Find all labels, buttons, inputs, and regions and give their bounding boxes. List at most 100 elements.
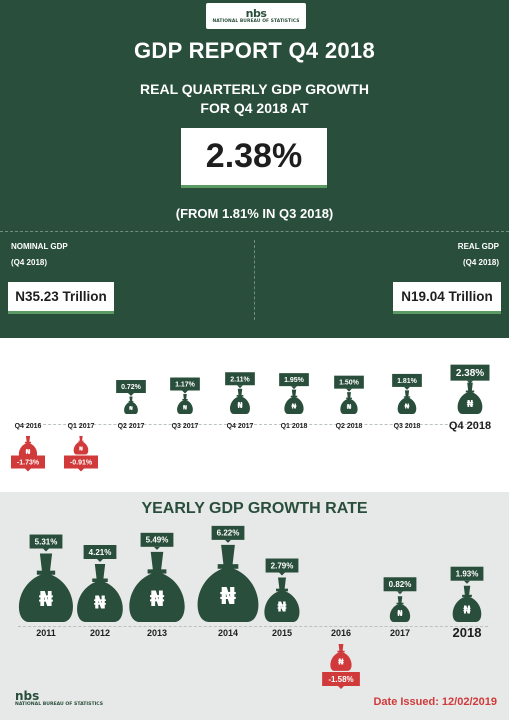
quarter-bag-5-naira-sign: ₦ bbox=[291, 401, 296, 410]
year-value-4-pointer bbox=[279, 572, 285, 576]
yearly-axis-line bbox=[18, 626, 488, 627]
quarter-value-6-bg bbox=[334, 375, 364, 389]
year-bag-5: ₦ bbox=[330, 644, 352, 671]
year-value-0-pointer bbox=[43, 548, 49, 552]
quarter-value-1-bg bbox=[63, 455, 99, 469]
quarter-value-7: 1.81% bbox=[397, 378, 418, 385]
year-value-7-bg bbox=[450, 566, 484, 581]
date-issued: Date Issued: 12/02/2019 bbox=[373, 696, 497, 708]
quarter-value-7-bg bbox=[392, 373, 422, 387]
footer-logo-mark: nbs bbox=[15, 689, 40, 703]
year-category-4: 2015 bbox=[272, 628, 292, 638]
nominal-gdp-value: N35.23 Trillion bbox=[8, 282, 114, 314]
year-bag-3-naira-sign: ₦ bbox=[220, 582, 236, 610]
year-bag-6-naira-sign: ₦ bbox=[397, 609, 403, 618]
quarter-value-0-bg bbox=[10, 455, 46, 469]
year-bag-1: ₦ bbox=[77, 564, 123, 622]
quarter-category-6: Q2 2018 bbox=[336, 423, 363, 430]
quarter-bag-6: ₦ bbox=[340, 392, 358, 414]
year-bag-2: ₦ bbox=[129, 551, 185, 622]
year-bag-1-naira-sign: ₦ bbox=[94, 594, 106, 614]
year-value-5: -1.58% bbox=[328, 675, 353, 684]
logo-mark: nbs bbox=[245, 6, 267, 20]
quarterly-axis-line bbox=[18, 424, 488, 425]
quarter-value-8-pointer bbox=[467, 380, 473, 384]
quarter-value-3-pointer bbox=[182, 390, 188, 394]
quarter-value-2-bg bbox=[116, 380, 146, 394]
quarter-value-3: 1.17% bbox=[175, 382, 196, 389]
year-value-3-pointer bbox=[225, 539, 231, 543]
quarter-category-2: Q2 2017 bbox=[118, 423, 145, 430]
quarter-category-5: Q1 2018 bbox=[281, 423, 308, 430]
quarter-bag-2: ₦ bbox=[124, 396, 138, 414]
quarter-bag-4-naira-sign: ₦ bbox=[237, 401, 243, 410]
quarter-value-4: 2.11% bbox=[230, 376, 250, 383]
year-value-6-pointer bbox=[397, 591, 403, 595]
quarter-value-0: -1.73% bbox=[17, 460, 40, 467]
year-value-6: 0.82% bbox=[389, 580, 412, 589]
year-value-3: 6.22% bbox=[217, 529, 240, 538]
year-category-1: 2012 bbox=[90, 628, 110, 638]
year-value-2: 5.49% bbox=[146, 536, 169, 545]
quarter-value-4-bg bbox=[225, 372, 255, 386]
quarter-value-3-bg bbox=[170, 377, 200, 391]
quarter-bag-6-naira-sign: ₦ bbox=[347, 403, 352, 411]
year-value-4-bg bbox=[265, 558, 299, 573]
year-category-3: 2014 bbox=[218, 628, 238, 638]
nominal-gdp-period: (Q4 2018) bbox=[11, 258, 48, 267]
year-bag-7: ₦ bbox=[452, 585, 482, 622]
year-bag-0: ₦ bbox=[18, 553, 74, 622]
year-value-5-pointer bbox=[338, 686, 344, 689]
quarter-bag-4: ₦ bbox=[230, 388, 250, 414]
previous-quarter-note: (FROM 1.81% IN Q3 2018) bbox=[175, 206, 334, 221]
page-title: GDP REPORT Q4 2018 bbox=[134, 38, 375, 63]
quarter-value-5-pointer bbox=[291, 386, 297, 390]
year-value-1-pointer bbox=[97, 559, 103, 563]
quarter-bag-8: ₦ bbox=[457, 382, 483, 414]
year-value-3-bg bbox=[211, 525, 245, 540]
headline-value: 2.38% bbox=[181, 128, 327, 188]
real-gdp-label: REAL GDP bbox=[457, 242, 499, 251]
year-value-6-bg bbox=[383, 577, 417, 592]
quarter-value-1-pointer bbox=[78, 468, 84, 472]
quarter-bag-5: ₦ bbox=[284, 389, 304, 414]
year-bag-6: ₦ bbox=[389, 596, 411, 622]
quarter-value-5: 1.95% bbox=[284, 377, 305, 384]
yearly-chart-title: YEARLY GDP GROWTH RATE bbox=[141, 500, 368, 517]
quarter-category-0: Q4 2016 bbox=[15, 423, 42, 430]
year-category-2: 2013 bbox=[147, 628, 167, 638]
divider-vertical bbox=[254, 240, 255, 320]
year-value-7-pointer bbox=[464, 580, 470, 584]
year-category-7: 2018 bbox=[453, 625, 482, 640]
quarter-bag-3: ₦ bbox=[177, 394, 193, 414]
year-value-1-bg bbox=[83, 545, 117, 560]
year-bag-0-naira-sign: ₦ bbox=[39, 587, 54, 611]
year-value-1: 4.21% bbox=[89, 548, 112, 557]
year-bag-7-naira-sign: ₦ bbox=[463, 604, 471, 617]
quarter-value-6: 1.50% bbox=[339, 380, 360, 387]
subtitle-line-1: REAL QUARTERLY GDP GROWTH bbox=[140, 81, 369, 97]
year-value-7: 1.93% bbox=[456, 570, 479, 579]
quarter-bag-2-naira-sign: ₦ bbox=[129, 406, 133, 412]
quarter-category-3: Q3 2017 bbox=[172, 423, 199, 430]
quarter-value-7-pointer bbox=[404, 386, 410, 390]
quarter-value-2-pointer bbox=[128, 393, 134, 397]
year-value-0: 5.31% bbox=[35, 537, 58, 546]
quarter-value-2: 0.72% bbox=[121, 384, 142, 391]
quarter-bag-1: ₦ bbox=[73, 436, 89, 455]
real-gdp-value: N19.04 Trillion bbox=[393, 282, 501, 314]
logo-text: NATIONAL BUREAU OF STATISTICS bbox=[212, 18, 300, 24]
quarter-bag-8-naira-sign: ₦ bbox=[467, 399, 474, 410]
year-bag-5-naira-sign: ₦ bbox=[338, 657, 344, 667]
year-value-4: 2.79% bbox=[271, 561, 294, 570]
year-category-0: 2011 bbox=[36, 628, 56, 638]
year-bag-4-naira-sign: ₦ bbox=[277, 600, 287, 616]
quarter-value-5-bg bbox=[279, 373, 309, 387]
quarter-category-4: Q4 2017 bbox=[227, 423, 254, 430]
quarter-bag-3-naira-sign: ₦ bbox=[183, 404, 188, 411]
quarter-bag-7-naira-sign: ₦ bbox=[405, 402, 410, 411]
quarter-category-8: Q4 2018 bbox=[449, 420, 491, 432]
quarter-value-0-pointer bbox=[25, 468, 31, 472]
divider-horizontal bbox=[0, 231, 509, 232]
quarter-bag-7: ₦ bbox=[397, 390, 417, 414]
